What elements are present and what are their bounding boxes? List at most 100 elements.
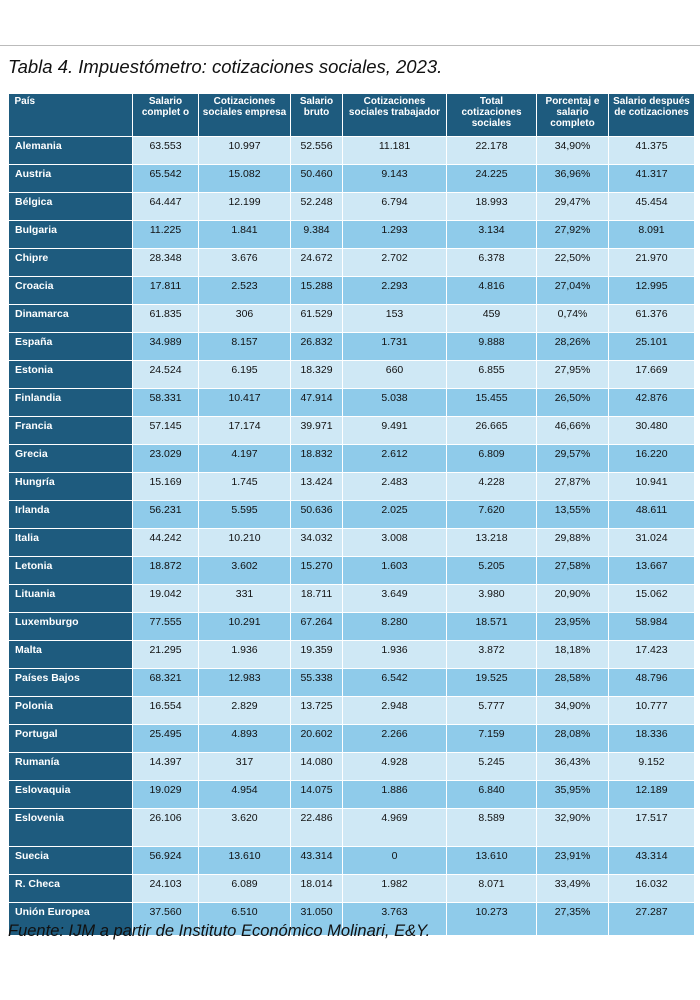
value-cell: 1.841	[198, 220, 291, 249]
value-cell: 34,90%	[536, 136, 609, 165]
value-cell: 6.794	[342, 192, 447, 221]
value-cell: 3.980	[446, 584, 537, 613]
value-cell: 17.517	[608, 808, 695, 847]
value-cell: 13.424	[290, 472, 343, 501]
value-cell: 10.941	[608, 472, 695, 501]
value-cell: 20,90%	[536, 584, 609, 613]
value-cell: 13.610	[446, 846, 537, 875]
value-cell: 46,66%	[536, 416, 609, 445]
value-cell: 58.984	[608, 612, 695, 641]
value-cell: 26,50%	[536, 388, 609, 417]
table-row: Países Bajos 68.321 12.983 55.338 6.542 19.52…	[8, 668, 695, 697]
value-cell: 14.080	[290, 752, 343, 781]
value-cell: 23,91%	[536, 846, 609, 875]
value-cell: 43.314	[290, 846, 343, 875]
value-cell: 21.970	[608, 248, 695, 277]
value-cell: 3.676	[198, 248, 291, 277]
value-cell: 43.314	[608, 846, 695, 875]
value-cell: 2.483	[342, 472, 447, 501]
value-cell: 5.205	[446, 556, 537, 585]
value-cell: 22.486	[290, 808, 343, 847]
value-cell: 7.159	[446, 724, 537, 753]
value-cell: 16.554	[132, 696, 199, 725]
value-cell: 2.293	[342, 276, 447, 305]
value-cell: 48.611	[608, 500, 695, 529]
value-cell: 18.014	[290, 874, 343, 903]
value-cell: 19.029	[132, 780, 199, 809]
country-cell: Hungría	[8, 472, 133, 501]
value-cell: 13.610	[198, 846, 291, 875]
value-cell: 12.199	[198, 192, 291, 221]
table-row: Chipre 28.348 3.676 24.672 2.702 6.378 22,50% 2…	[8, 248, 695, 277]
country-cell: Lituania	[8, 584, 133, 613]
value-cell: 68.321	[132, 668, 199, 697]
value-cell: 26.832	[290, 332, 343, 361]
table-row: Hungría 15.169 1.745 13.424 2.483 4.228 27,87%…	[8, 472, 695, 501]
country-cell: Finlandia	[8, 388, 133, 417]
value-cell: 15.082	[198, 164, 291, 193]
country-cell: Austria	[8, 164, 133, 193]
value-cell: 65.542	[132, 164, 199, 193]
value-cell: 1.603	[342, 556, 447, 585]
value-cell: 45.454	[608, 192, 695, 221]
value-cell: 6.195	[198, 360, 291, 389]
table-row: Letonia 18.872 3.602 15.270 1.603 5.205 27,58%…	[8, 556, 695, 585]
social-contributions-table: País Salario complet o Cotizaciones social…	[8, 94, 695, 936]
value-cell: 4.928	[342, 752, 447, 781]
table-row: Lituania 19.042 331 18.711 3.649 3.980 20,90% 1…	[8, 584, 695, 613]
value-cell: 42.876	[608, 388, 695, 417]
value-cell: 63.553	[132, 136, 199, 165]
country-cell: Francia	[8, 416, 133, 445]
column-header: Salario complet o	[132, 94, 199, 137]
value-cell: 9.143	[342, 164, 447, 193]
value-cell: 1.745	[198, 472, 291, 501]
country-cell: Letonia	[8, 556, 133, 585]
column-header: Total cotizaciones sociales	[446, 94, 537, 137]
value-cell: 24.225	[446, 164, 537, 193]
country-cell: Estonia	[8, 360, 133, 389]
country-cell: Italia	[8, 528, 133, 557]
table-row: Austria 65.542 15.082 50.460 9.143 24.225 36,9…	[8, 164, 695, 193]
table-title: Tabla 4. Impuestómetro: cotizaciones soc…	[8, 56, 443, 77]
value-cell: 4.228	[446, 472, 537, 501]
value-cell: 5.038	[342, 388, 447, 417]
value-cell: 19.525	[446, 668, 537, 697]
value-cell: 6.089	[198, 874, 291, 903]
value-cell: 61.835	[132, 304, 199, 333]
country-cell: Alemania	[8, 136, 133, 165]
value-cell: 6.510	[198, 902, 291, 936]
table-row: Eslovaquia 19.029 4.954 14.075 1.886 6.840 35,…	[8, 780, 695, 809]
value-cell: 6.542	[342, 668, 447, 697]
value-cell: 4.969	[342, 808, 447, 847]
value-cell: 4.816	[446, 276, 537, 305]
value-cell: 33,49%	[536, 874, 609, 903]
value-cell: 55.338	[290, 668, 343, 697]
value-cell: 4.893	[198, 724, 291, 753]
table-header-row: País Salario complet o Cotizaciones social…	[8, 94, 695, 137]
value-cell: 27,04%	[536, 276, 609, 305]
table-row: Estonia 24.524 6.195 18.329 660 6.855 27,95% 17…	[8, 360, 695, 389]
column-header: País	[8, 94, 133, 137]
value-cell: 17.423	[608, 640, 695, 669]
table-row: Polonia 16.554 2.829 13.725 2.948 5.777 34,90%…	[8, 696, 695, 725]
value-cell: 15.270	[290, 556, 343, 585]
country-cell: Portugal	[8, 724, 133, 753]
country-cell: Bélgica	[8, 192, 133, 221]
value-cell: 9.491	[342, 416, 447, 445]
country-cell: R. Checa	[8, 874, 133, 903]
table-row: Luxemburgo 77.555 10.291 67.264 8.280 18.571 2…	[8, 612, 695, 641]
value-cell: 18.993	[446, 192, 537, 221]
value-cell: 306	[198, 304, 291, 333]
value-cell: 13.218	[446, 528, 537, 557]
value-cell: 57.145	[132, 416, 199, 445]
value-cell: 27,58%	[536, 556, 609, 585]
column-header: Porcentaj e salario completo	[536, 94, 609, 137]
value-cell: 6.840	[446, 780, 537, 809]
value-cell: 17.811	[132, 276, 199, 305]
value-cell: 2.266	[342, 724, 447, 753]
value-cell: 14.397	[132, 752, 199, 781]
table-row: Eslovenia 26.106 3.620 22.486 4.969 8.589 32,9…	[8, 808, 695, 847]
country-cell: Eslovenia	[8, 808, 133, 847]
value-cell: 18.832	[290, 444, 343, 473]
table-row: Bélgica 64.447 12.199 52.248 6.794 18.993 29,4…	[8, 192, 695, 221]
